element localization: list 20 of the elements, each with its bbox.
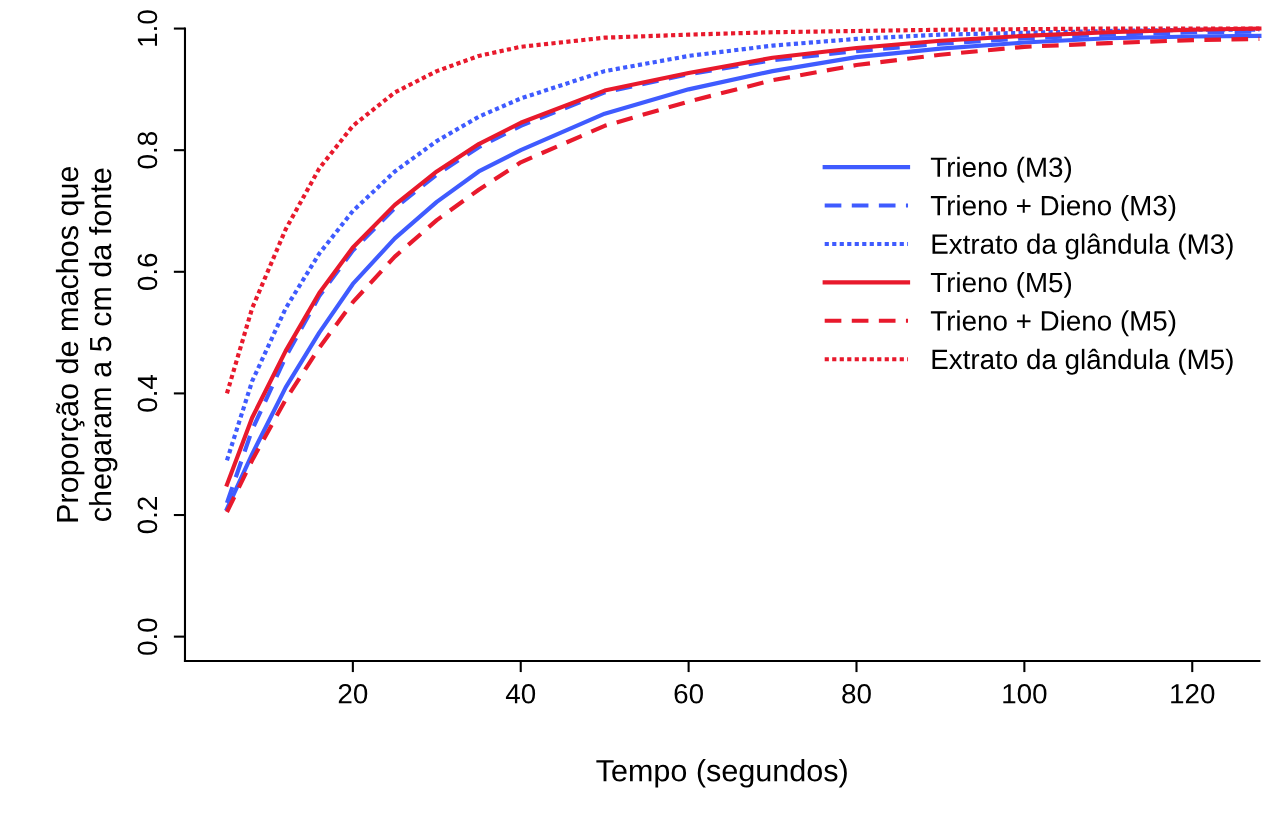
y-tick-label: 0.4 — [137, 374, 158, 412]
x-tick-label: 20 — [338, 683, 368, 704]
y-tick-label: 0.2 — [137, 497, 158, 534]
legend-label: Extrato da glândula (M5) — [932, 348, 1233, 375]
y-tick-label: 0.8 — [137, 132, 158, 169]
y-axis-title: Proporção de machos que chegaram a 5 cm da fonte — [55, 166, 118, 522]
legend-label: Trieno + Dieno (M3) — [930, 195, 1176, 221]
legend-label: Trieno (M5) — [930, 271, 1072, 298]
y-tick-label: 1.0 — [137, 10, 158, 46]
x-tick-label: 60 — [674, 683, 703, 704]
y-tick-label: 0.6 — [137, 253, 158, 291]
x-tick-label: 40 — [505, 683, 536, 704]
y-tick-label: 0.0 — [137, 618, 158, 655]
x-tick-label: 120 — [1171, 683, 1215, 704]
legend-label: Trieno + Dieno (M5) — [930, 310, 1176, 337]
legend-label: Trieno (M3) — [930, 156, 1072, 183]
legend-label: Extrato da glândula (M3) — [932, 233, 1233, 260]
x-axis-title: Tempo (segundos) — [596, 759, 847, 788]
x-tick-label: 80 — [842, 683, 871, 704]
x-tick-label: 100 — [1003, 683, 1047, 704]
